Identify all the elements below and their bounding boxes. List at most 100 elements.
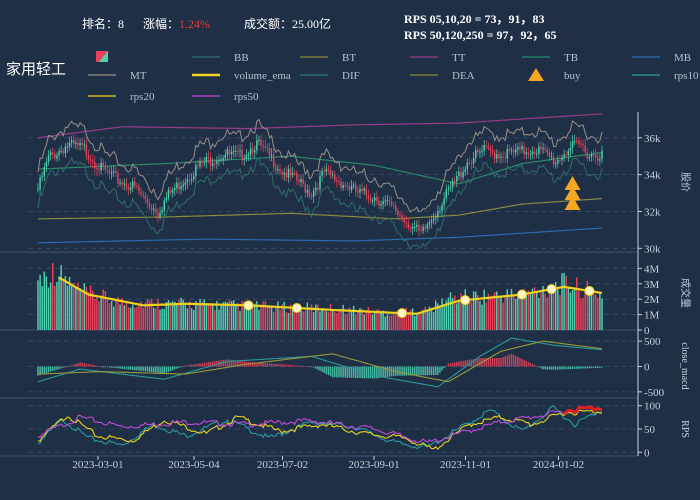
candle: [222, 157, 224, 160]
macd-hist: [249, 362, 252, 367]
volume-bar: [87, 292, 90, 330]
macd-hist: [422, 366, 424, 376]
candle: [268, 147, 271, 155]
candle: [571, 141, 574, 148]
macd-hist: [460, 361, 462, 367]
volume-bar: [405, 307, 408, 330]
macd-hist: [493, 357, 496, 367]
buy-marker: [564, 196, 581, 210]
volume-bar: [350, 309, 353, 330]
macd-hist: [304, 366, 307, 367]
macd-hist: [369, 366, 372, 379]
candle: [504, 157, 506, 159]
macd-hist: [224, 359, 227, 367]
macd-hist: [512, 354, 515, 367]
volume-bar: [493, 292, 496, 330]
macd-hist: [77, 363, 79, 367]
candle: [310, 195, 313, 197]
candle: [599, 159, 601, 161]
volume-bar: [500, 295, 502, 330]
candle: [388, 200, 391, 202]
candle: [548, 152, 551, 157]
macd-hist: [144, 366, 147, 372]
candle: [460, 171, 462, 178]
volume-bar: [306, 302, 309, 330]
candle: [422, 226, 424, 231]
volume-bar: [91, 290, 94, 330]
candle: [523, 146, 525, 154]
volume-ylabel: 成交量: [679, 278, 692, 308]
macd-hist: [491, 357, 494, 367]
volume-bar: [241, 300, 243, 330]
volume-bar: [302, 311, 304, 330]
legend-label: rps20: [130, 91, 155, 103]
candle: [584, 145, 586, 153]
legend-label: buy: [564, 70, 581, 82]
macd-hist: [487, 357, 490, 367]
candle: [493, 152, 496, 159]
macd-hist: [73, 364, 75, 367]
candle: [39, 177, 41, 190]
macd-hist: [563, 366, 565, 370]
candle: [401, 216, 403, 219]
candle: [254, 150, 256, 153]
macd-hist: [281, 364, 283, 367]
volume-bar: [123, 305, 126, 330]
macd-hist: [540, 366, 542, 369]
volume-bar: [597, 297, 599, 330]
volume-bar: [447, 297, 450, 330]
candle: [578, 140, 580, 144]
candle: [289, 168, 292, 175]
macd-hist: [266, 363, 269, 367]
rps-highlight: [563, 405, 603, 416]
volume-bar: [538, 297, 540, 330]
candle: [481, 150, 483, 152]
macd-hist: [565, 366, 567, 370]
x-tick-label: 2023-09-01: [348, 459, 399, 471]
candle: [81, 143, 83, 145]
macd-hist: [357, 366, 359, 379]
volume-bar: [474, 291, 477, 330]
macd-hist: [287, 364, 290, 367]
macd-hist: [552, 366, 555, 370]
volume-bar: [81, 291, 83, 330]
candle: [321, 170, 323, 176]
volume-bar: [357, 310, 359, 330]
candle: [262, 145, 264, 147]
volume-bar: [489, 298, 492, 330]
macd-hist: [489, 357, 492, 367]
volume-bar: [373, 311, 376, 330]
rank-value: 8: [118, 17, 125, 31]
volume-bar: [563, 273, 565, 330]
macd-hist: [561, 366, 563, 370]
volume-bar: [108, 303, 111, 330]
volume-bar: [100, 295, 102, 330]
buy-icon: [528, 68, 544, 81]
volume-bar: [422, 310, 424, 330]
volume-bar: [449, 292, 452, 330]
volume-bar: [348, 307, 351, 330]
volume-bar: [557, 288, 559, 330]
volume-bar: [491, 295, 494, 330]
band-MB: [37, 227, 603, 244]
candle: [413, 226, 416, 228]
volume-bar: [207, 304, 210, 330]
candle: [266, 147, 269, 149]
volume-bar: [464, 289, 466, 330]
candle: [218, 159, 220, 162]
candle: [226, 149, 229, 156]
candle: [506, 148, 509, 159]
macd-hist: [182, 366, 184, 368]
macd-hist: [411, 366, 414, 376]
volume-bar: [498, 295, 500, 330]
volume-bar: [291, 309, 294, 330]
candle: [192, 176, 195, 180]
volume-bar: [237, 302, 239, 330]
macd-hist: [390, 366, 393, 377]
macd-hist: [599, 366, 601, 368]
candle: [113, 171, 115, 173]
volume-bar: [47, 287, 50, 330]
macd-hist: [317, 366, 319, 370]
volume-bar: [155, 308, 157, 330]
volume-bar: [437, 303, 439, 330]
